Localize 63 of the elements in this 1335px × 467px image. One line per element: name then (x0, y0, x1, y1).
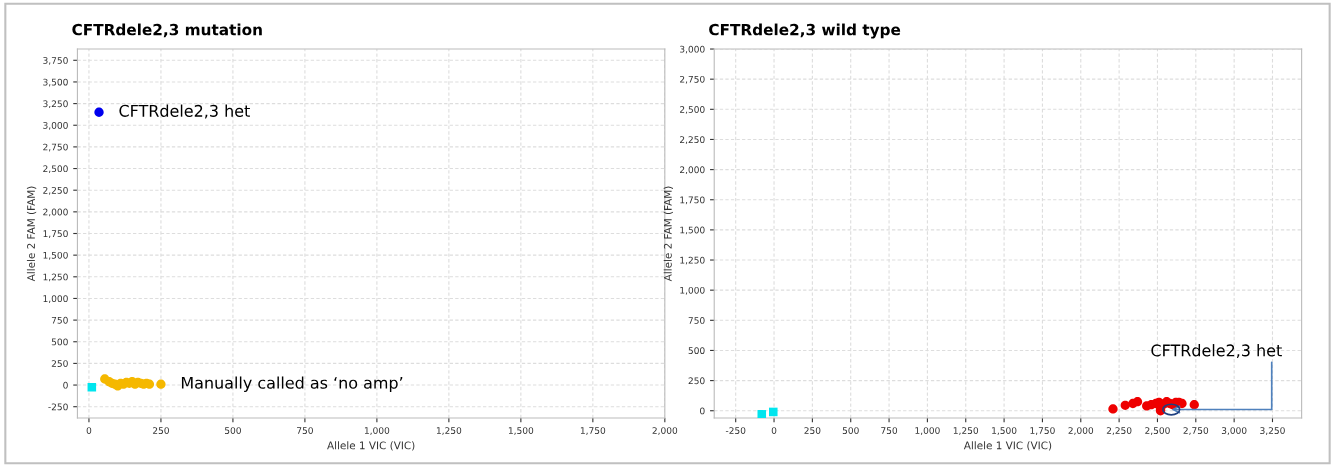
y-tick-label: 1,000 (43, 295, 68, 303)
y-tick-label: 1,500 (680, 226, 705, 235)
y-tick-label: 250 (51, 360, 68, 367)
x-tick-label: 3,250 (1260, 427, 1285, 435)
y-tick-label: 1,500 (43, 251, 68, 260)
x-tick-label: 750 (297, 427, 313, 434)
x-axis-title: Allele 1 VIC (VIC) (963, 441, 1052, 451)
annotation: CFTRdele2,3 het (1151, 344, 1282, 359)
y-tick-label: -250 (48, 403, 68, 411)
y-tick-label: 1,750 (680, 196, 705, 205)
y-tick-label: 750 (688, 317, 705, 324)
x-tick-label: -250 (725, 427, 746, 434)
x-tick-label: 2,500 (1145, 427, 1170, 435)
y-tick-label: 1,750 (43, 230, 68, 238)
y-tick-label: 500 (51, 338, 68, 346)
y-tick-label: 3,250 (43, 100, 68, 109)
chart-title: CFTRdele2,3 mutation (72, 23, 262, 38)
y-tick-label: 1,250 (43, 273, 68, 282)
y-tick-label: 500 (688, 347, 705, 355)
y-tick-label: 1,000 (680, 286, 705, 295)
x-tick-label: 250 (804, 427, 821, 434)
x-tick-label: 1,250 (436, 427, 462, 435)
x-axis-title: Allele 1 VIC (VIC) (327, 441, 415, 451)
y-tick-label: 250 (688, 377, 705, 385)
x-tick-label: 0 (86, 427, 92, 434)
x-tick-label: 1,750 (1030, 427, 1055, 435)
y-tick-label: 0 (700, 407, 705, 415)
x-tick-label: 1,500 (508, 427, 534, 435)
y-tick-label: 3,750 (43, 57, 68, 65)
x-tick-label: 2,000 (652, 427, 678, 435)
y-tick-label: 2,750 (43, 143, 68, 152)
annotation: CFTRdele2,3 het (119, 104, 250, 119)
y-tick-label: 2,250 (680, 136, 705, 144)
chart-title: CFTRdele2,3 wild type (709, 23, 901, 39)
y-tick-label: 3,000 (680, 45, 705, 54)
x-tick-label: 2,250 (1106, 427, 1132, 435)
x-tick-label: 1,750 (580, 427, 606, 435)
y-axis-title: Allele 2 FAM (FAM) (26, 186, 37, 282)
x-tick-label: 1,250 (953, 427, 979, 435)
y-tick-label: 3,500 (43, 78, 68, 87)
y-tick-label: 2,500 (680, 106, 705, 114)
y-tick-label: 2,000 (680, 166, 705, 175)
y-tick-label: 0 (63, 381, 68, 389)
x-tick-label: 0 (771, 427, 777, 434)
y-tick-label: 2,250 (43, 186, 68, 195)
x-tick-label: 500 (842, 427, 859, 434)
y-tick-label: 2,750 (680, 75, 705, 84)
annotation: Manually called as ‘no amp’ (181, 376, 403, 392)
y-tick-label: 3,000 (43, 121, 68, 130)
x-tick-label: 1,500 (992, 427, 1017, 435)
x-tick-label: 250 (152, 427, 169, 434)
y-axis-title: Allele 2 FAM (FAM) (663, 186, 673, 282)
x-tick-label: 3,000 (1221, 427, 1247, 435)
y-tick-label: 2,000 (43, 208, 68, 217)
x-tick-label: 500 (225, 427, 241, 434)
y-tick-label: 1,250 (680, 256, 705, 265)
x-tick-label: 2,000 (1068, 427, 1094, 435)
x-tick-label: 750 (881, 427, 898, 434)
y-tick-label: 750 (51, 316, 68, 324)
x-tick-label: 1,000 (915, 427, 940, 435)
x-tick-label: 1,000 (364, 427, 390, 435)
x-tick-label: 2,750 (1183, 427, 1209, 435)
y-tick-label: 2,500 (43, 165, 68, 174)
